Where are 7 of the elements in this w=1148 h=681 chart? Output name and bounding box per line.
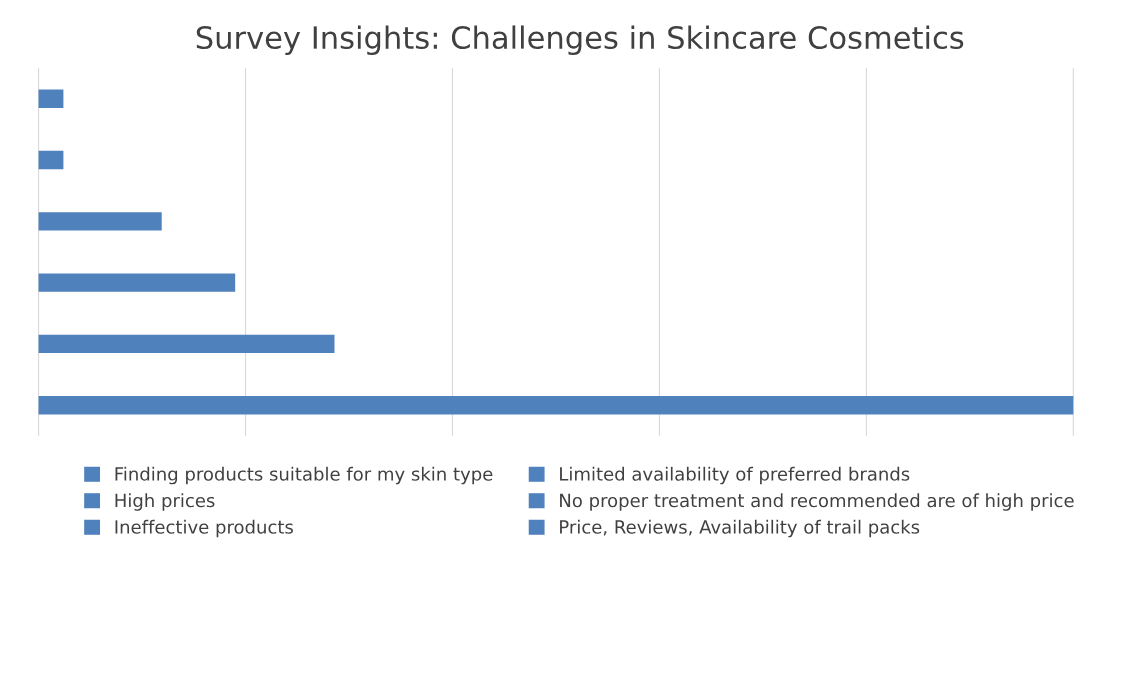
legend-label: Limited availability of preferred brands [560,466,910,485]
legend-label: No proper treatment and recommended are of high price [560,493,1074,511]
legend-label: Price, Reviews, Availability of trail packs [560,519,920,538]
chart-title: Survey Insights: Challenges in Skincare Cosmetics [196,25,964,56]
legend-label: High prices [115,493,215,511]
legend-label: Finding products suitable for my skin type [115,466,493,485]
legend-label: Ineffective products [115,519,293,538]
